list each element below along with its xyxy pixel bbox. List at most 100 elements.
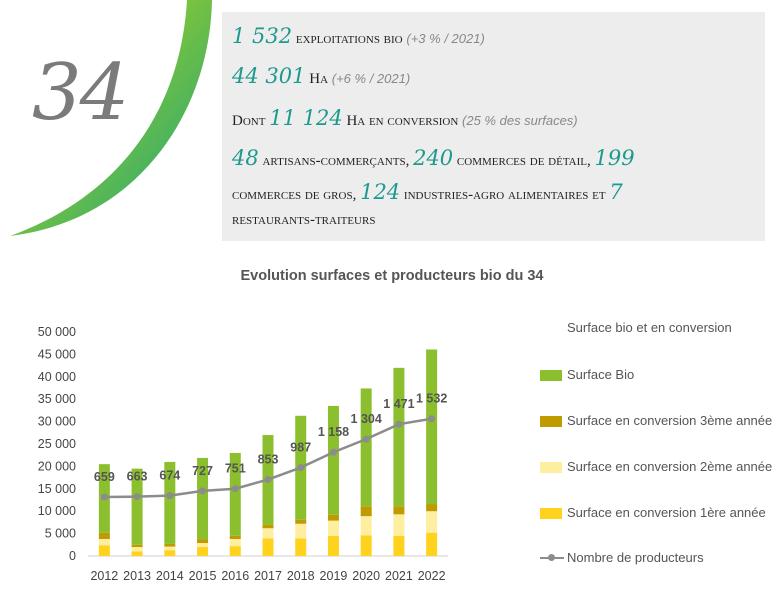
producteurs-point <box>395 420 403 428</box>
producteurs-data-label: 674 <box>159 469 180 483</box>
bar-segment <box>131 468 143 545</box>
bar-segment <box>426 532 438 556</box>
producteurs-data-label: 751 <box>225 462 246 476</box>
producteurs-data-label: 659 <box>94 470 115 484</box>
x-tick-label: 2017 <box>254 569 282 583</box>
producteurs-point <box>100 493 108 501</box>
x-tick-label: 2012 <box>90 569 118 583</box>
producteurs-data-label: 663 <box>127 470 148 484</box>
bar-segment <box>164 546 176 551</box>
producteurs-point <box>264 476 272 484</box>
green-arc-decoration <box>10 0 212 236</box>
bar-segment <box>197 539 209 544</box>
producteurs-data-label: 727 <box>192 464 213 478</box>
y-tick-label: 0 <box>69 549 76 563</box>
stat-exploitations: 1 532 exploitations bio (+3 % / 2021) <box>232 24 485 48</box>
bar-segment <box>262 528 274 539</box>
bar-segment <box>229 452 241 536</box>
stat-hectares: 44 301 Ha (+6 % / 2021) <box>232 64 410 88</box>
bar-segment <box>327 405 339 515</box>
producteurs-point <box>166 492 174 500</box>
x-tick-label: 2020 <box>352 569 380 583</box>
bar-segment <box>295 519 307 524</box>
commerce-line-1: 48 artisans-commerçants, 240 commerces d… <box>232 146 635 170</box>
y-tick-label: 25 000 <box>38 437 76 451</box>
x-tick-label: 2014 <box>156 569 184 583</box>
bar-segment <box>426 511 438 533</box>
bar-segment <box>360 388 372 507</box>
y-tick-label: 15 000 <box>38 482 76 496</box>
bar-segment <box>327 535 339 556</box>
commerce-label: restaurants-traiteurs <box>232 212 376 228</box>
stat-value: 1 532 <box>232 24 293 48</box>
department-number: 34 <box>32 48 129 138</box>
bar-segment <box>131 544 143 548</box>
y-tick-label: 10 000 <box>38 504 76 518</box>
commerce-label: commerces de gros, <box>232 187 357 203</box>
commerce-value: 124 <box>360 180 401 204</box>
legend-label: Surface en conversion 2ème année <box>567 459 773 474</box>
bar-segment <box>360 516 372 536</box>
commerce-label: artisans-commerçants, <box>262 153 410 169</box>
bar-segment <box>98 532 110 539</box>
legend-title: Surface bio et en conversion <box>567 320 732 335</box>
legend-label: Surface en conversion 1ère année <box>567 505 766 520</box>
commerce-label: commerces de détail, <box>456 153 591 169</box>
producteurs-data-label: 853 <box>258 453 279 467</box>
y-tick-label: 5 000 <box>45 527 76 541</box>
x-tick-label: 2019 <box>320 569 348 583</box>
bar-segment <box>131 551 143 556</box>
commerce-value: 7 <box>609 180 623 204</box>
stat-prefix: Dont <box>232 113 266 129</box>
legend-swatch <box>540 462 562 473</box>
bar-segment <box>229 538 241 547</box>
y-tick-label: 40 000 <box>38 370 76 384</box>
bar-segment <box>262 538 274 556</box>
stat-note: (+3 % / 2021) <box>406 31 485 46</box>
producteurs-point <box>133 493 141 501</box>
y-tick-label: 45 000 <box>38 347 76 361</box>
bar-segment <box>164 543 176 547</box>
legend-swatch <box>540 508 562 519</box>
stat-label: Ha en conversion <box>346 113 459 129</box>
stat-note: (+6 % / 2021) <box>331 71 411 86</box>
bar-segment <box>295 523 307 539</box>
commerce-value: 240 <box>413 146 454 170</box>
producteurs-point <box>362 435 370 443</box>
stat-conversion: Dont 11 124 Ha en conversion (25 % des s… <box>232 106 578 130</box>
bar-segment <box>197 547 209 556</box>
x-tick-label: 2018 <box>287 569 315 583</box>
bar-segment <box>393 506 405 515</box>
bar-segment <box>262 524 274 529</box>
bar-segment <box>197 457 209 540</box>
bar-segment <box>164 550 176 556</box>
y-tick-label: 50 000 <box>38 325 76 339</box>
bar-segment <box>393 514 405 536</box>
producteurs-data-label: 1 158 <box>318 425 349 439</box>
legend-swatch <box>540 416 562 427</box>
stat-note: (25 % des surfaces) <box>462 113 578 128</box>
legend-label: Nombre de producteurs <box>567 550 704 565</box>
stat-value: 11 124 <box>269 106 343 130</box>
bar-segment <box>360 506 372 517</box>
bar-segment <box>426 504 438 512</box>
legend-swatch <box>540 370 562 381</box>
bar-segment <box>164 461 176 544</box>
bar-segment <box>98 538 110 546</box>
commerce-line-3: restaurants-traiteurs <box>232 212 375 229</box>
bar-segment <box>229 546 241 556</box>
y-tick-label: 35 000 <box>38 392 76 406</box>
bar-segment <box>393 535 405 556</box>
producteurs-point <box>231 485 239 493</box>
bar-segment <box>131 547 143 552</box>
commerce-label: industries-agro alimentaires et <box>403 187 606 203</box>
stat-label: Ha <box>309 71 329 87</box>
bar-segment <box>327 514 339 521</box>
producteurs-data-label: 987 <box>290 441 311 455</box>
x-tick-label: 2022 <box>418 569 446 583</box>
x-tick-label: 2013 <box>123 569 151 583</box>
bar-segment <box>197 543 209 548</box>
producteurs-data-label: 1 471 <box>383 397 414 411</box>
producteurs-point <box>428 415 436 423</box>
stats-panel: 1 532 exploitations bio (+3 % / 2021) 44… <box>222 12 765 241</box>
